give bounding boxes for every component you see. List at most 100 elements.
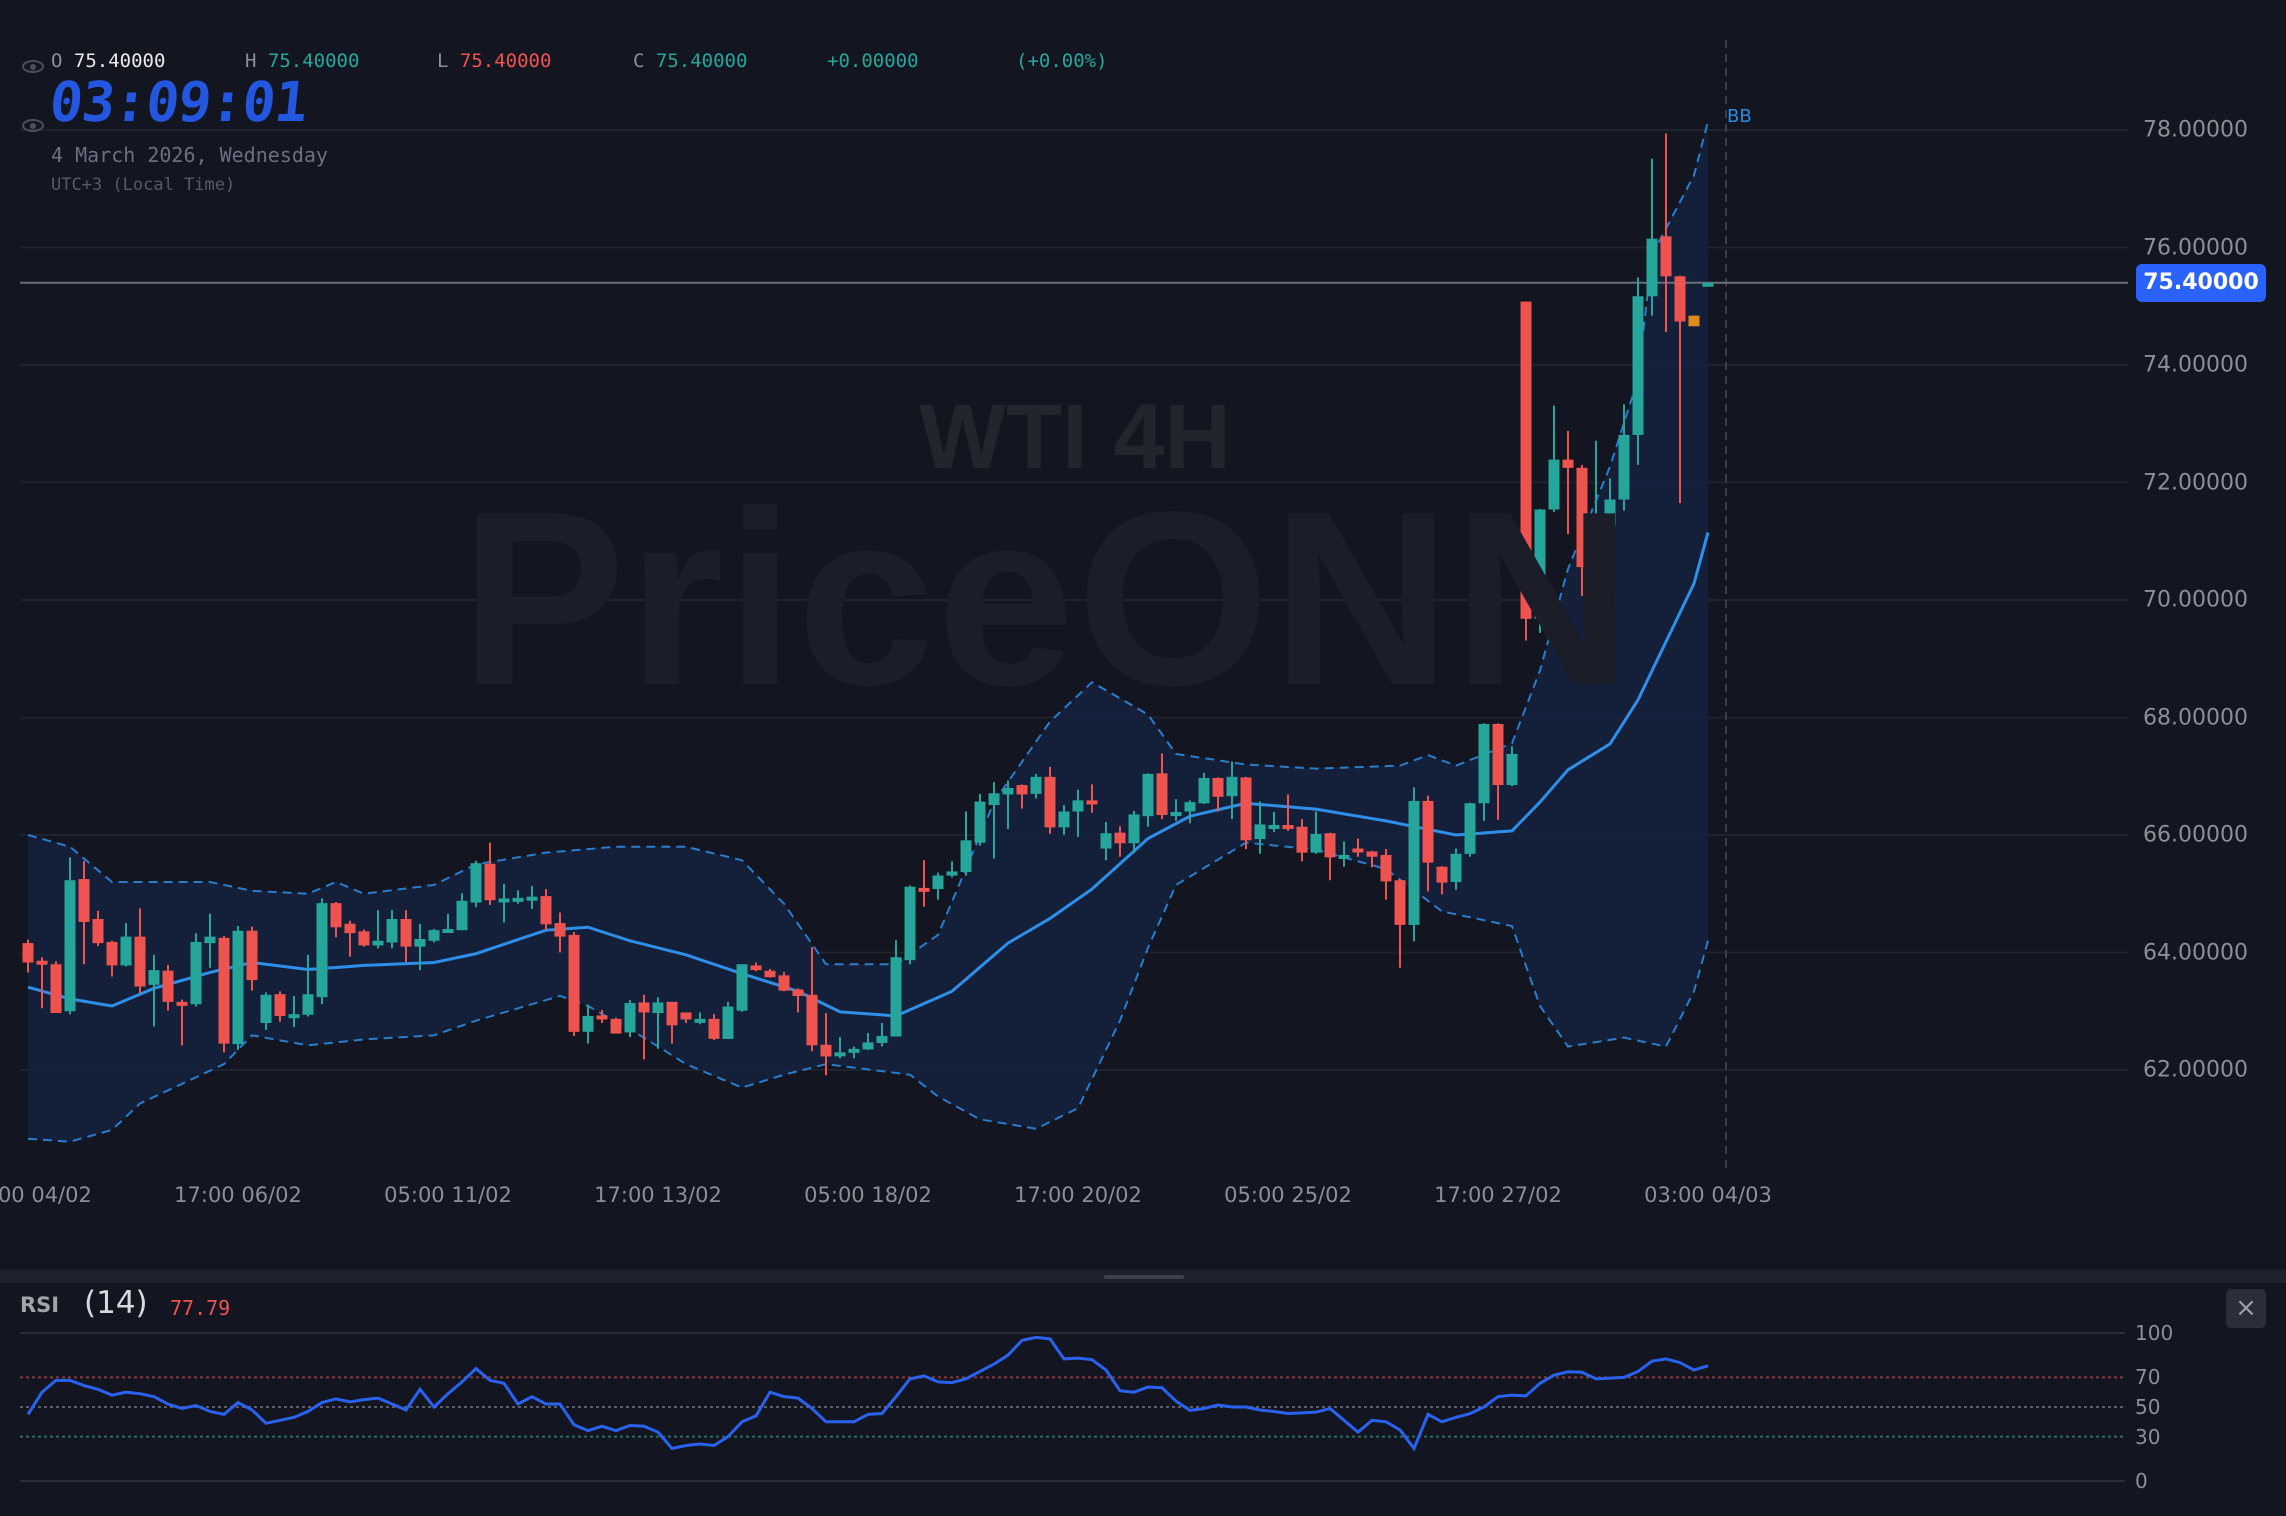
- candle-body: [414, 938, 426, 947]
- candle-body: [1086, 800, 1098, 805]
- eye-icon[interactable]: [22, 119, 44, 132]
- candle-body: [162, 970, 174, 1002]
- bb-label[interactable]: BB: [1727, 106, 1752, 127]
- candle: [246, 926, 258, 991]
- watermark-logo: PriceONN: [460, 459, 1634, 737]
- candle: [1212, 777, 1224, 812]
- clock-timezone: UTC+3 (Local Time): [51, 175, 236, 195]
- candle: [946, 861, 958, 878]
- candle: [218, 936, 230, 1053]
- candle: [1604, 478, 1616, 578]
- candle-body: [1632, 296, 1644, 435]
- candle: [456, 893, 468, 931]
- candle: [1198, 772, 1210, 804]
- candle: [470, 860, 482, 908]
- y-tick-label: 64.00000: [2143, 940, 2248, 965]
- candle-body: [274, 994, 286, 1016]
- candle: [1492, 723, 1504, 820]
- candle: [1618, 404, 1630, 511]
- candle-body: [1394, 880, 1406, 925]
- pane-resize-handle[interactable]: [1104, 1275, 1184, 1279]
- rsi-tick-label: 100: [2135, 1321, 2174, 1345]
- candle: [1044, 766, 1056, 834]
- candle-body: [456, 900, 468, 931]
- candle-body: [64, 880, 76, 1012]
- candle: [596, 1010, 608, 1023]
- candle-body: [428, 930, 440, 941]
- bb-fill: [28, 121, 1708, 1142]
- watermark-symbol: WTI 4H: [919, 386, 1231, 488]
- candle-body: [260, 994, 272, 1023]
- candle: [540, 889, 552, 931]
- rsi-line: [26, 1335, 1709, 1452]
- candle-body: [386, 919, 398, 943]
- candle-body: [484, 863, 496, 901]
- price-chart[interactable]: [0, 0, 2286, 1270]
- candle-body: [1016, 785, 1028, 795]
- candle: [260, 992, 272, 1031]
- candle-body: [1422, 800, 1434, 863]
- candle: [1450, 848, 1462, 890]
- candle: [1464, 802, 1476, 857]
- candle-body: [554, 923, 566, 937]
- candle: [414, 923, 426, 971]
- candle: [1394, 879, 1406, 968]
- candle-body: [1240, 777, 1252, 841]
- candle-body: [988, 793, 1000, 806]
- candle-body: [1282, 825, 1294, 830]
- candle: [652, 997, 664, 1049]
- candle: [960, 811, 972, 876]
- x-tick-label: 05:00 11/02: [384, 1183, 512, 1207]
- candle-body: [862, 1042, 874, 1050]
- candle: [568, 931, 580, 1036]
- rsi-tick-label: 50: [2135, 1395, 2161, 1419]
- candle-body: [1576, 467, 1588, 568]
- y-tick-label: 62.00000: [2143, 1057, 2248, 1083]
- x-tick-label: 17:00 06/02: [174, 1183, 302, 1207]
- legend-low: L 75.40000: [437, 50, 552, 72]
- candle: [162, 964, 174, 1011]
- candle-body: [568, 934, 580, 1032]
- candle-body: [1044, 776, 1056, 828]
- candle: [302, 954, 314, 1017]
- candle: [1296, 819, 1308, 862]
- candle: [344, 920, 356, 957]
- y-tick-label: 72.00000: [2143, 470, 2248, 495]
- x-tick-label: 05:00 04/02: [0, 1183, 92, 1207]
- candle: [232, 926, 244, 1051]
- candle: [1380, 849, 1392, 900]
- candle: [1128, 810, 1140, 854]
- candle-body: [120, 936, 132, 966]
- candle-body: [1114, 832, 1126, 844]
- candle-body: [1380, 854, 1392, 882]
- candle: [134, 908, 146, 994]
- candle: [316, 898, 328, 1005]
- candle: [1324, 832, 1336, 881]
- candle: [1352, 838, 1364, 857]
- candle: [176, 999, 188, 1046]
- candle: [1506, 746, 1518, 787]
- candle-body: [246, 930, 258, 981]
- candle: [610, 1017, 622, 1034]
- candle: [848, 1046, 860, 1059]
- candle-body: [288, 1014, 300, 1019]
- eye-icon[interactable]: [22, 60, 44, 73]
- candle: [1660, 133, 1672, 333]
- x-tick-label: 05:00 18/02: [804, 1183, 932, 1207]
- candle: [1156, 753, 1168, 820]
- candle: [78, 860, 90, 965]
- candle-body: [708, 1018, 720, 1039]
- rsi-title: RSI: [20, 1293, 60, 1317]
- candle: [750, 962, 762, 972]
- candle-body: [666, 1001, 678, 1026]
- candle-body: [1310, 833, 1322, 853]
- candle-body: [904, 886, 916, 961]
- candle-body: [582, 1015, 594, 1032]
- candle: [120, 923, 132, 967]
- candle: [64, 857, 76, 1015]
- candle-body: [36, 960, 48, 965]
- candle: [1590, 440, 1602, 583]
- candle: [1534, 508, 1546, 633]
- candle-body: [1646, 238, 1658, 297]
- close-icon[interactable]: ×: [2226, 1289, 2266, 1328]
